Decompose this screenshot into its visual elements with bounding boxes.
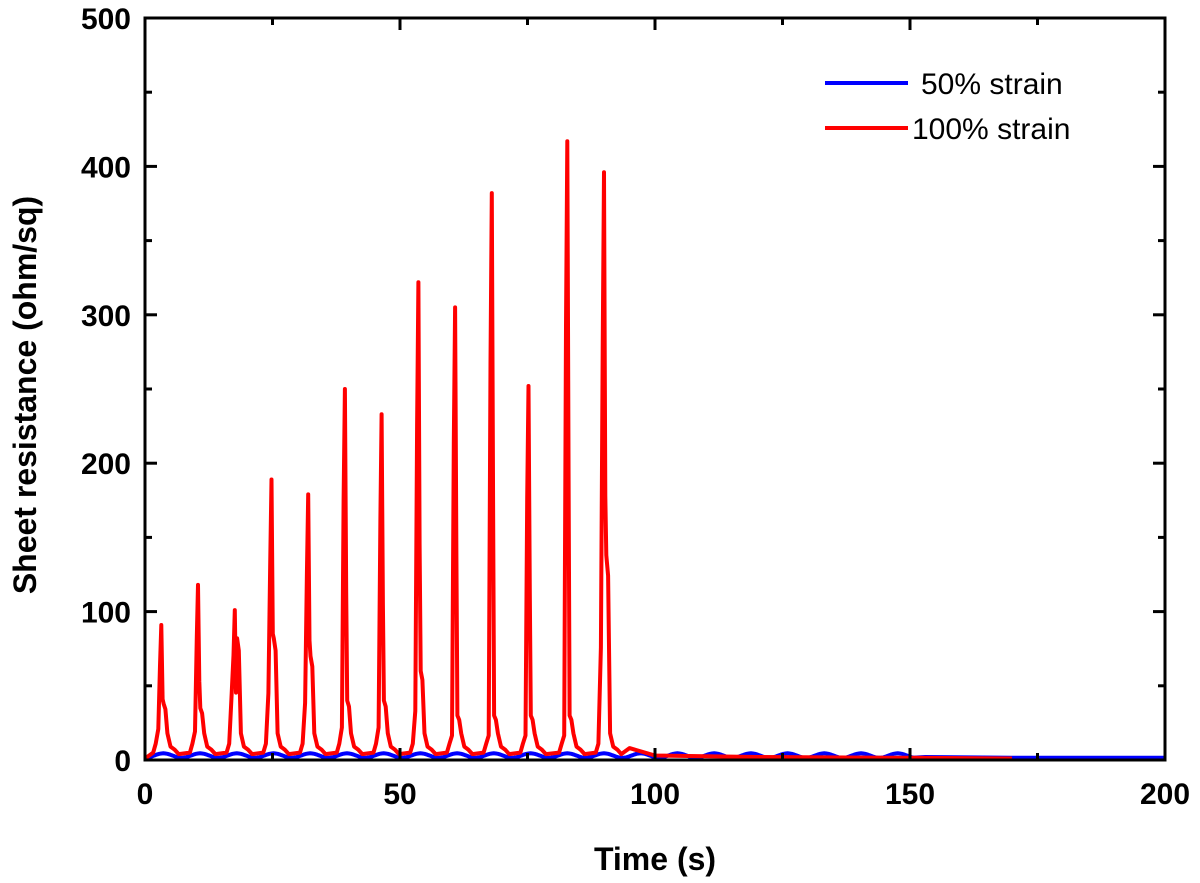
legend: 50% strain 100% strain [825,68,1070,146]
y-axis-ticks: 0 100 200 300 400 500 [81,3,1165,778]
y-tick-label: 400 [81,151,131,184]
series-layer [143,139,1165,761]
legend-label-100-strain: 100% strain [912,113,1070,146]
x-tick-label: 0 [137,778,154,811]
x-tick-label: 100 [630,778,680,811]
y-tick-label: 200 [81,448,131,481]
x-tick-label: 50 [383,778,416,811]
x-tick-label: 150 [885,778,935,811]
x-tick-label: 200 [1140,778,1190,811]
legend-label-50-strain: 50% strain [921,68,1063,101]
x-axis-title: Time (s) [594,841,716,877]
y-tick-label: 100 [81,597,131,630]
x-axis-ticks: 0 50 100 150 200 [137,18,1190,811]
y-tick-label: 0 [114,745,131,778]
y-axis-title: Sheet resistance (ohm/sq) [7,196,43,594]
plot-area [143,139,1165,761]
series-line-50-strain [144,751,1165,760]
y-tick-label: 300 [81,300,131,333]
series-line-100-strain [143,139,1013,761]
y-tick-label: 500 [81,3,131,36]
